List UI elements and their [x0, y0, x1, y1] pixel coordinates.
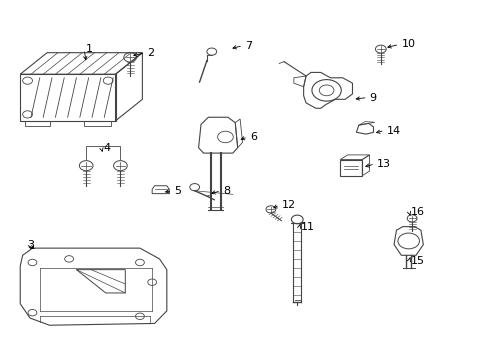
Text: 9: 9 — [369, 93, 377, 103]
Text: 1: 1 — [86, 44, 93, 54]
Text: 11: 11 — [301, 222, 315, 232]
Text: 14: 14 — [387, 126, 401, 135]
Text: 5: 5 — [174, 186, 181, 196]
Text: 3: 3 — [27, 239, 35, 249]
Text: 13: 13 — [377, 159, 391, 169]
Text: 16: 16 — [411, 207, 425, 217]
Text: 8: 8 — [223, 186, 230, 196]
Text: 2: 2 — [147, 48, 154, 58]
Text: 15: 15 — [411, 256, 425, 266]
Text: 12: 12 — [282, 200, 296, 210]
Text: 6: 6 — [250, 132, 257, 142]
Text: 10: 10 — [401, 40, 416, 49]
Text: 7: 7 — [245, 41, 252, 50]
Text: 4: 4 — [103, 143, 110, 153]
